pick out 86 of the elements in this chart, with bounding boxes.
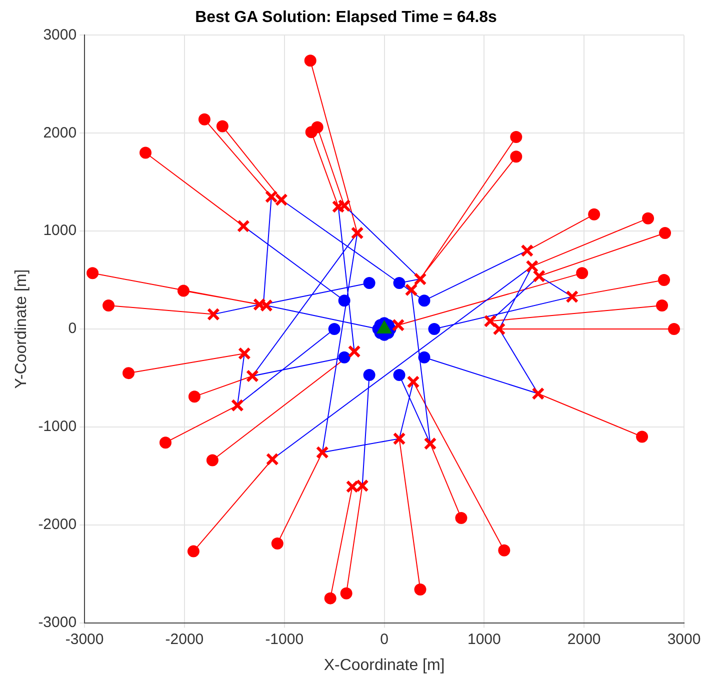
point (510, 150, 522, 163)
x-axis-title: X-Coordinate [m] (324, 656, 445, 674)
y-tick-label: 0 (68, 320, 77, 338)
point (363, 276, 376, 289)
point (187, 545, 200, 558)
point (332, 200, 345, 214)
point (404, 283, 418, 296)
point (238, 347, 251, 360)
point (198, 113, 210, 126)
y-tick-label: 2000 (43, 124, 77, 142)
x-tick-label: -2000 (165, 630, 204, 648)
y-tick-label: -3000 (38, 614, 77, 631)
point (392, 432, 406, 446)
point (658, 274, 670, 286)
point (492, 322, 506, 336)
x-tick-label: 0 (380, 630, 388, 648)
point (236, 220, 250, 233)
point (350, 226, 364, 240)
point (510, 131, 522, 144)
point (252, 298, 266, 311)
x-tick-label: 3000 (667, 630, 701, 648)
point (266, 452, 279, 466)
point (418, 351, 430, 364)
point (526, 260, 539, 273)
point (656, 299, 668, 312)
point (428, 323, 440, 335)
point (177, 284, 190, 297)
point (484, 314, 497, 328)
point (102, 299, 115, 312)
point (659, 227, 672, 240)
point (271, 537, 284, 550)
point (566, 290, 579, 304)
point (642, 212, 654, 224)
point (414, 272, 427, 286)
point (406, 375, 420, 388)
chart-title: Best GA Solution: Elapsed Time = 64.8s (195, 9, 498, 26)
point (424, 437, 437, 450)
point (576, 267, 588, 280)
point (414, 584, 426, 596)
point (86, 267, 99, 280)
point (216, 120, 228, 132)
point (498, 544, 510, 556)
point (532, 387, 545, 400)
y-tick-label: -2000 (38, 516, 77, 534)
point (206, 308, 220, 321)
point (140, 146, 152, 159)
point (520, 244, 534, 258)
x-tick-label: -1000 (265, 630, 304, 648)
point (338, 351, 350, 364)
point (328, 323, 340, 335)
y-tick-label: 1000 (43, 222, 77, 240)
x-tick-label: 1000 (468, 630, 501, 648)
point (316, 446, 329, 459)
point (393, 276, 406, 289)
point (304, 54, 316, 67)
point (274, 193, 288, 206)
point (588, 208, 600, 220)
point (636, 430, 648, 443)
point (324, 592, 336, 604)
point (363, 369, 376, 382)
point (206, 454, 218, 466)
point (260, 299, 273, 312)
point (348, 345, 361, 358)
point (340, 587, 352, 600)
point (455, 512, 468, 524)
point (338, 294, 350, 307)
point (356, 479, 369, 492)
point (418, 294, 430, 307)
y-axis-title: Y-Coordinate [m] (13, 269, 30, 389)
point (338, 199, 351, 212)
x-tick-label: -3000 (65, 630, 104, 648)
point (668, 323, 680, 335)
x-tick-label: 2000 (567, 630, 601, 648)
point (264, 190, 278, 204)
point (122, 367, 135, 380)
point (532, 270, 546, 283)
point (188, 390, 200, 403)
y-tick-label: 3000 (43, 26, 77, 44)
point (311, 121, 324, 134)
point (393, 369, 406, 382)
point (230, 398, 244, 412)
y-tick-label: -1000 (38, 418, 77, 436)
point (246, 370, 259, 382)
point (392, 318, 405, 332)
point (346, 480, 359, 494)
point (159, 436, 172, 449)
